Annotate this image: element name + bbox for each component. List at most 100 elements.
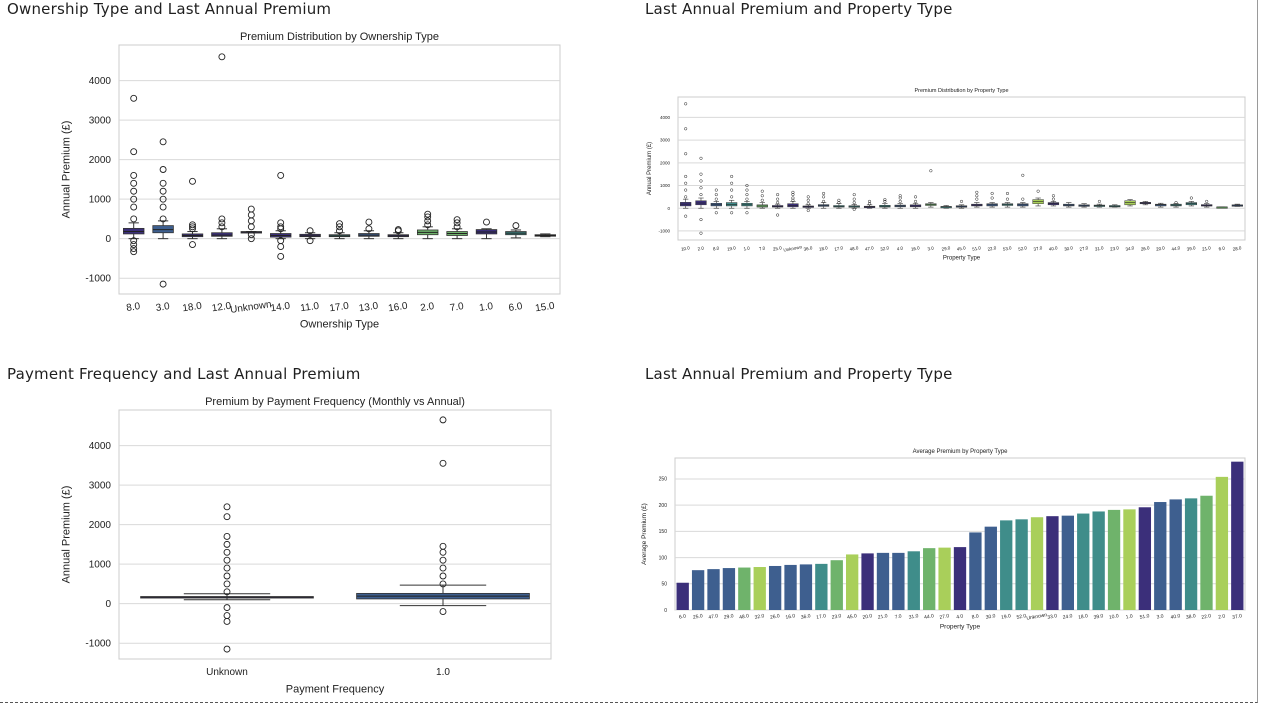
outlier-point xyxy=(776,197,780,201)
bar-18.0 xyxy=(1077,513,1090,610)
x-tick-label: 24.0 xyxy=(1062,613,1073,621)
outlier-point xyxy=(806,198,810,202)
outlier-point xyxy=(223,564,231,572)
outlier-point xyxy=(130,237,138,245)
outlier-point xyxy=(424,221,432,229)
outlier-point xyxy=(223,540,231,548)
outlier-point xyxy=(684,152,688,156)
bar-37.0 xyxy=(1231,461,1244,610)
x-tick-label: 39.0 xyxy=(1093,613,1104,621)
outlier-point xyxy=(223,612,231,619)
chart-0-y-tick-label: 3000 xyxy=(89,116,112,127)
outlier-point xyxy=(130,248,138,256)
outlier-point xyxy=(223,556,231,564)
outlier-point xyxy=(424,210,432,218)
x-tick-label: 45.0 xyxy=(956,245,966,252)
outlier-point xyxy=(730,181,734,185)
bar-24.0 xyxy=(1061,515,1074,610)
outlier-point xyxy=(852,193,856,197)
x-tick-label: 14.0 xyxy=(270,301,291,315)
bar-40.0 xyxy=(1169,499,1182,610)
x-tick-label: 31.0 xyxy=(1094,245,1104,252)
outlier-point xyxy=(975,197,979,201)
outlier-point xyxy=(223,580,231,588)
x-tick-label: 19.0 xyxy=(1001,613,1012,621)
x-tick-label: 17.0 xyxy=(834,245,844,252)
bar-Unknown xyxy=(1030,517,1044,610)
bar-30.0 xyxy=(984,526,997,610)
outlier-point xyxy=(1189,196,1193,200)
outlier-point xyxy=(453,219,461,227)
bar-23.0 xyxy=(830,560,843,610)
x-tick-label: 20.0 xyxy=(1156,245,1166,252)
chart-0-y-tick-label: 1000 xyxy=(89,195,112,206)
outlier-point xyxy=(883,198,887,202)
outlier-point xyxy=(837,200,841,205)
outlier-point xyxy=(684,127,688,131)
x-tick-label: 11.0 xyxy=(300,301,321,315)
outlier-point xyxy=(218,219,226,227)
bar-51.0 xyxy=(1138,507,1152,610)
x-tick-label: 28.0 xyxy=(1232,245,1242,252)
payment-frequency-boxplot-chart: -1000 0 1000 2000 3000 4000 Premium by Payment… xyxy=(61,396,552,696)
x-tick-label: 17.0 xyxy=(816,613,827,621)
outlier-point xyxy=(130,245,138,252)
chart-2-plot-area xyxy=(118,409,552,660)
outlier-point xyxy=(277,237,285,245)
bar-48.0 xyxy=(738,567,751,610)
x-tick-label: 1.0 xyxy=(436,667,450,678)
chart-0-y-tick-label: 2000 xyxy=(89,155,112,166)
outlier-point xyxy=(277,223,285,231)
x-tick-label: 6.0 xyxy=(1218,245,1226,251)
bar-32.0 xyxy=(753,567,766,610)
outlier-point xyxy=(975,194,979,198)
x-tick-label: 40.0 xyxy=(1170,613,1181,621)
outlier-point xyxy=(130,94,138,102)
chart-2-y-tick-label: 2000 xyxy=(89,520,112,531)
x-tick-label: 4.0 xyxy=(956,613,964,620)
outlier-point xyxy=(277,219,285,227)
chart-0-x-axis-label: Ownership Type xyxy=(300,319,379,331)
x-tick-label: Unknown xyxy=(783,244,803,252)
x-tick-label: 4.0 xyxy=(896,245,904,251)
outlier-point xyxy=(852,197,856,201)
chart-2-title: Premium by Payment Frequency (Monthly vs… xyxy=(205,396,465,408)
chart-0-y-axis-label: Annual Premium (£) xyxy=(61,121,73,219)
x-tick-label: 47.0 xyxy=(708,613,719,621)
x-tick-label: 26.0 xyxy=(770,613,781,621)
outlier-point xyxy=(223,503,231,511)
bar-38.0 xyxy=(1184,498,1198,610)
outlier-point xyxy=(760,189,764,193)
outlier-point xyxy=(745,183,749,188)
outlier-point xyxy=(791,190,795,194)
chart-2-y-tick-label: 3000 xyxy=(89,481,112,492)
outlier-point xyxy=(1051,194,1055,198)
x-tick-label: 10.0 xyxy=(1109,613,1120,621)
outlier-point xyxy=(776,200,780,205)
x-tick-label: 29.0 xyxy=(723,613,734,621)
outlier-point xyxy=(730,211,734,215)
outlier-point xyxy=(684,102,688,106)
outlier-point xyxy=(699,218,703,222)
chart-1-y-tick-label: 2000 xyxy=(660,160,671,165)
outlier-point xyxy=(277,171,285,179)
outlier-point xyxy=(868,202,872,206)
outlier-point xyxy=(159,215,167,223)
x-tick-label: 21.0 xyxy=(877,613,888,621)
x-tick-label: 8.0 xyxy=(971,613,979,620)
x-tick-label: 36.0 xyxy=(803,245,813,252)
x-tick-label: 6.0 xyxy=(508,301,524,314)
bar-26.0 xyxy=(768,565,782,610)
x-tick-label: 3.0 xyxy=(927,245,935,251)
x-tick-label: 47.0 xyxy=(865,245,875,252)
outlier-point xyxy=(730,174,734,178)
x-tick-label: 27.0 xyxy=(939,613,950,621)
bar-4.0 xyxy=(953,547,967,610)
x-tick-label: 48.0 xyxy=(849,245,859,252)
x-tick-label: 44.0 xyxy=(1171,245,1181,252)
x-tick-label: 6.0 xyxy=(679,613,687,620)
chart-0-y-tick-label: 0 xyxy=(105,234,111,245)
outlier-point xyxy=(990,191,994,196)
outlier-point xyxy=(699,172,703,176)
bar-2.0 xyxy=(1215,476,1229,610)
